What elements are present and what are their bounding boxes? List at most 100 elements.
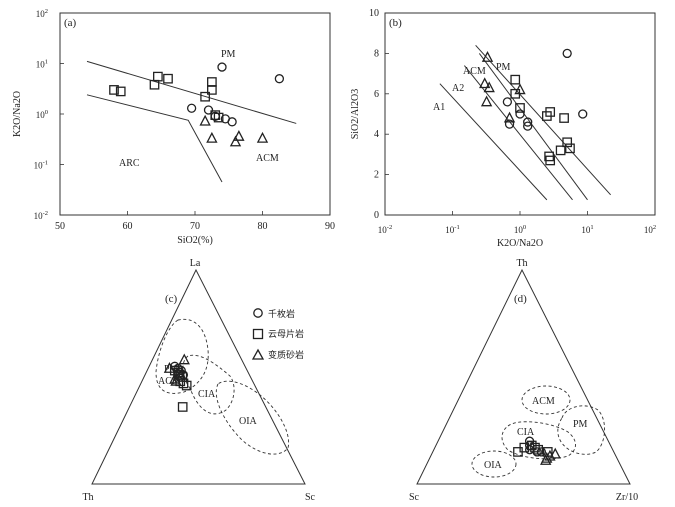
a-point-circle <box>227 117 237 127</box>
panel-a: (a) 102 101 100 10-1 10-2 50 60 70 80 90… <box>12 8 335 246</box>
panel-a-y-ticks <box>60 12 64 216</box>
a-xtick-label: 50 <box>55 221 65 232</box>
panel-a-y-tick-labels: 102 101 100 10-1 10-2 <box>34 8 48 221</box>
c-field-label-acm: ACM <box>158 376 181 387</box>
a-point-circle <box>217 62 227 72</box>
c-field-label-oia: OIA <box>239 416 258 427</box>
b-point-square <box>545 107 556 117</box>
c-field-pm-acm <box>155 318 209 394</box>
panel-a-boundaries <box>86 60 297 183</box>
b-point-circle <box>523 117 533 127</box>
b-ytick-label: 10 <box>369 8 379 19</box>
c-point-square <box>181 380 192 391</box>
a-point-triangle <box>233 130 245 141</box>
b-field-label-a2: A2 <box>452 83 464 94</box>
a-ytick-label: 10-1 <box>34 160 48 171</box>
d-field-label-cia: CIA <box>517 427 535 438</box>
d-apex-th: Th <box>516 258 527 269</box>
panel-a-x-ticks <box>59 211 331 215</box>
b-xtick-label: 10-2 <box>378 224 392 235</box>
d-field-cia <box>501 421 576 460</box>
b-point-triangle <box>483 81 495 93</box>
a-xtick-label: 80 <box>258 221 268 232</box>
d-point-square <box>530 442 540 453</box>
c-point-square <box>177 402 188 412</box>
c-point-triangle <box>163 362 176 373</box>
panel-b-y-axis-label: SiO2/Al2O3 <box>350 89 361 140</box>
b-field-label-a1: A1 <box>433 102 445 113</box>
a-field-label-arc: ARC <box>119 158 140 169</box>
b-ytick-label: 0 <box>374 210 379 221</box>
panel-c: La Th Sc (c) PM ACM CIA OIA <box>82 258 315 503</box>
a-boundary-line <box>86 94 223 183</box>
a-point-triangle <box>256 131 269 143</box>
b-point-triangle <box>503 111 516 123</box>
d-field-acm <box>521 385 571 415</box>
c-field-oia <box>215 380 290 455</box>
d-field-label-oia: OIA <box>484 460 503 471</box>
d-point-triangle <box>549 447 561 459</box>
a-point-triangle <box>229 135 242 147</box>
panel-b-x-tick-labels: 10-2 10-1 100 101 102 <box>378 224 656 235</box>
a-field-label-acm: ACM <box>256 153 279 164</box>
b-point-circle <box>502 97 513 107</box>
b-point-triangle <box>514 83 526 95</box>
d-point-square <box>533 444 544 455</box>
b-point-square <box>515 103 525 113</box>
a-point-square <box>207 85 217 95</box>
legend-circle-marker <box>253 308 263 318</box>
d-field-pm <box>557 405 605 455</box>
b-xtick-label: 100 <box>514 224 526 235</box>
a-point-circle <box>274 74 285 84</box>
a-point-square <box>109 85 119 95</box>
panel-b-y-ticks <box>385 12 389 216</box>
a-xtick-label: 90 <box>325 221 335 232</box>
a-point-square <box>213 112 224 123</box>
b-point-square <box>559 113 569 123</box>
a-ytick-label: 10-2 <box>34 210 48 221</box>
a-point-square <box>153 71 163 82</box>
b-xtick-label: 101 <box>581 224 593 235</box>
a-point-square <box>200 91 210 102</box>
d-point-triangle <box>540 454 552 465</box>
b-point-circle <box>578 109 588 119</box>
c-field-label-pm: PM <box>164 364 179 375</box>
b-boundary-line <box>478 53 588 201</box>
a-point-triangle <box>206 131 218 143</box>
a-point-square <box>207 77 217 87</box>
b-point-circle <box>523 121 533 131</box>
panel-a-frame <box>59 12 331 216</box>
panel-b-label: (b) <box>389 17 402 29</box>
b-boundary-line <box>439 83 548 201</box>
panel-d: Th Sc Zr/10 (d) ACM PM CIA OIA <box>409 258 638 503</box>
d-apex-sc: Sc <box>409 492 420 503</box>
d-point-square <box>519 442 530 453</box>
b-field-label-pm: PM <box>496 62 511 73</box>
a-point-circle <box>186 103 197 113</box>
b-ytick-label: 4 <box>374 129 379 140</box>
a-boundary-line <box>86 60 297 124</box>
panel-d-points <box>513 436 561 465</box>
b-ytick-label: 6 <box>374 89 379 100</box>
panel-d-label: (d) <box>514 293 527 305</box>
d-field-oia <box>471 450 517 478</box>
panel-b-y-tick-labels: 0 2 4 6 8 10 <box>369 8 379 221</box>
d-field-label-acm: ACM <box>532 396 555 407</box>
a-xtick-label: 60 <box>123 221 133 232</box>
b-point-circle <box>562 48 572 59</box>
legend: 千枚岩 云母片岩 变质砂岩 <box>251 308 304 360</box>
a-point-square <box>115 86 126 97</box>
c-apex-la: La <box>190 258 201 269</box>
a-ytick-label: 100 <box>36 109 48 120</box>
c-apex-th: Th <box>82 492 93 503</box>
b-ytick-label: 8 <box>374 48 379 59</box>
a-point-triangle <box>199 114 211 126</box>
panel-d-triangle <box>416 268 631 485</box>
b-point-square <box>562 137 573 148</box>
c-apex-sc: Sc <box>305 492 316 503</box>
b-field-label-acm: ACM <box>463 66 486 77</box>
a-xtick-label: 70 <box>190 221 200 232</box>
d-apex-zr10: Zr/10 <box>616 492 638 503</box>
panel-c-points <box>163 353 192 412</box>
a-ytick-label: 102 <box>36 8 48 19</box>
